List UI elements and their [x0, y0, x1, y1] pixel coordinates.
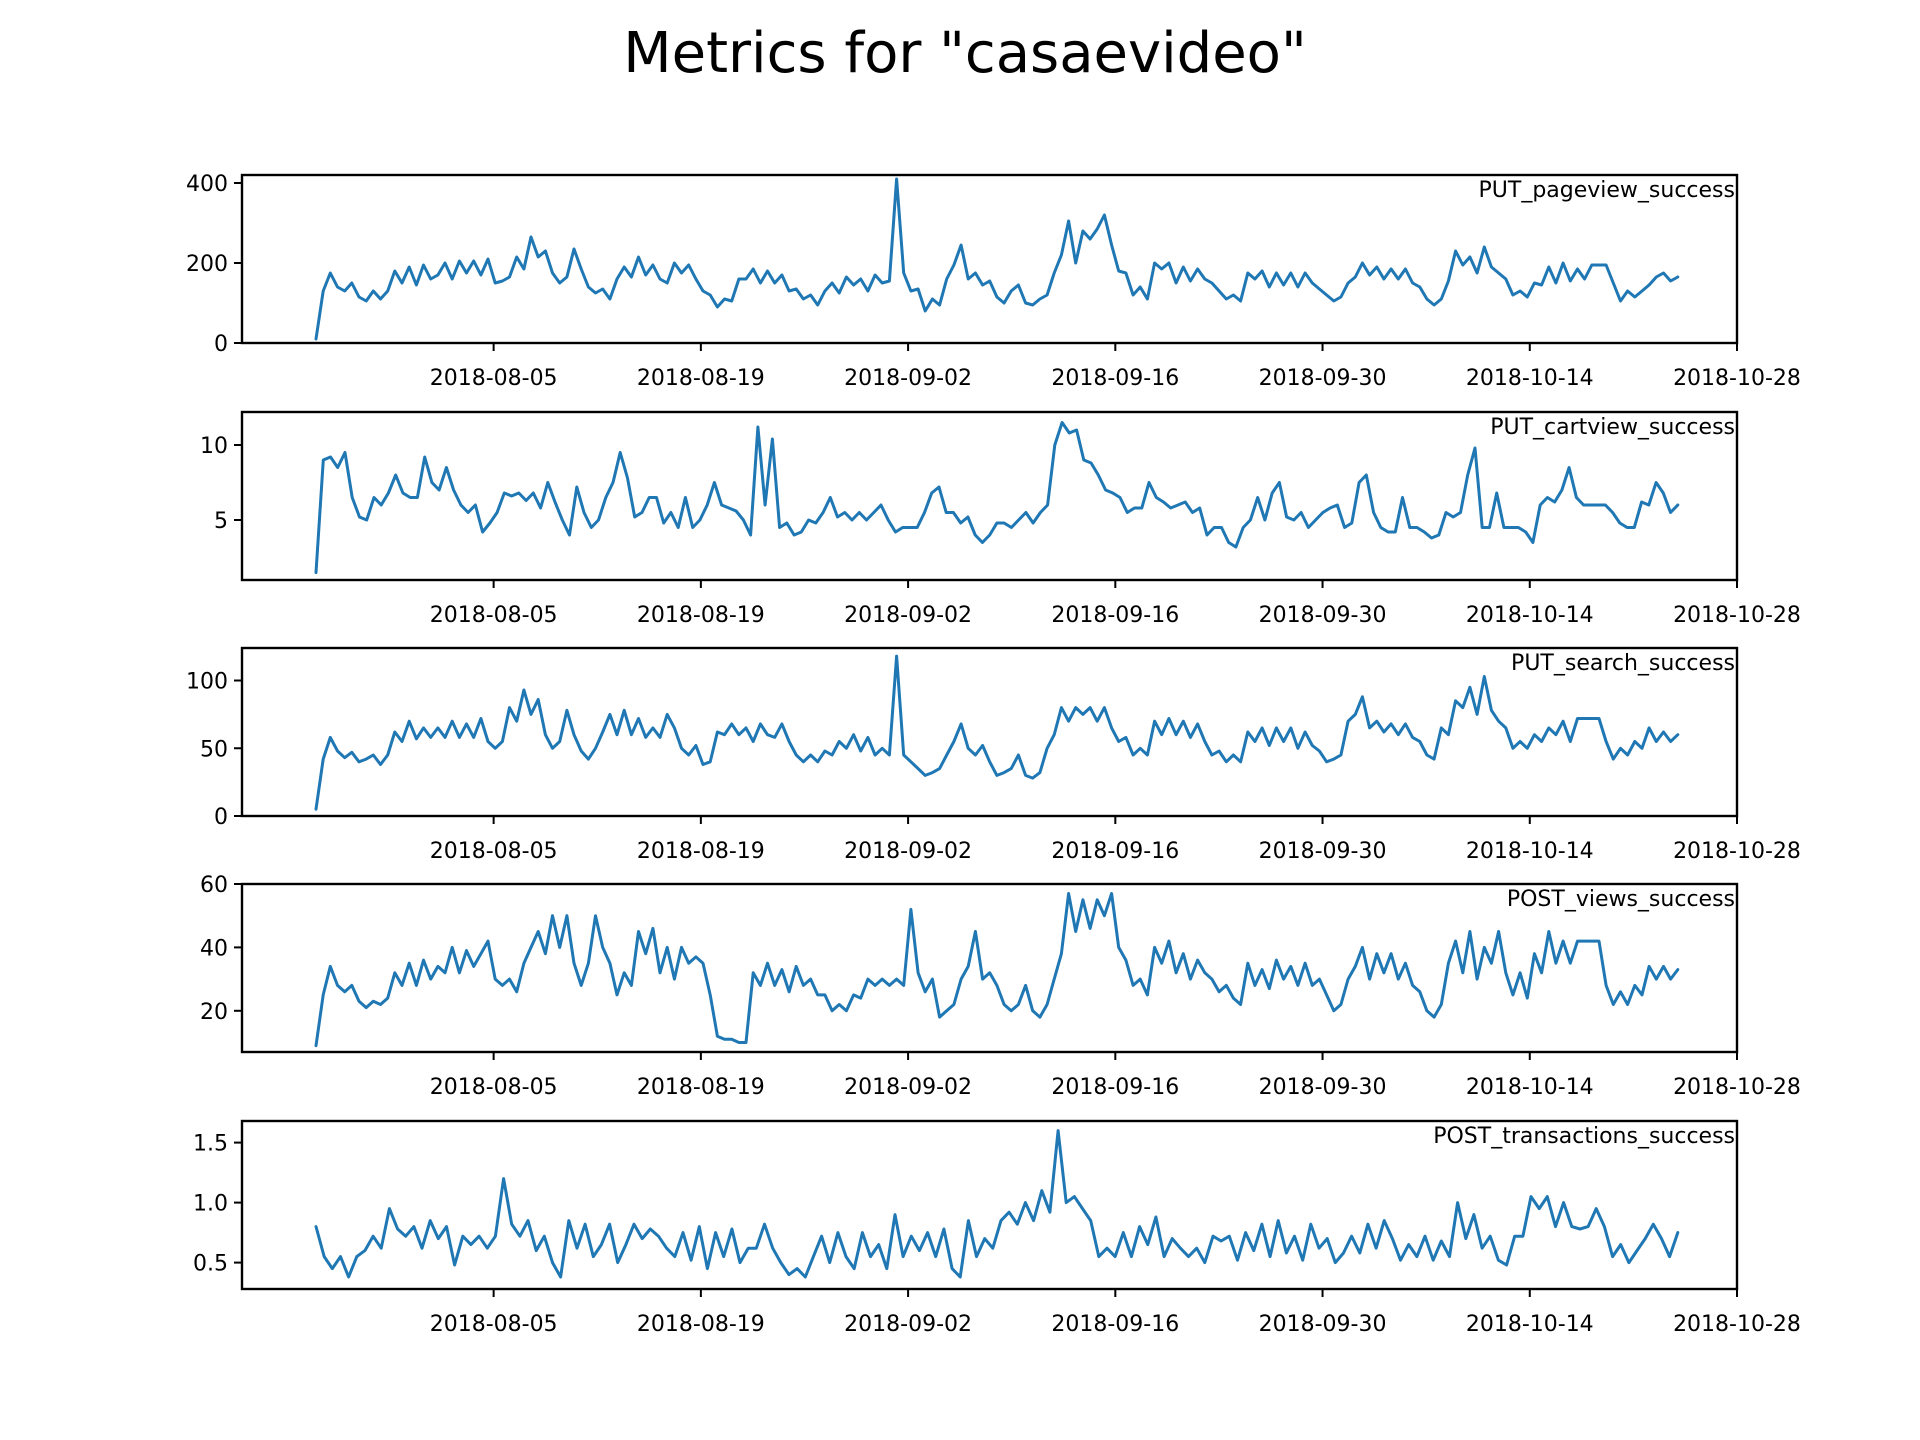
y-tick-label: 50	[200, 737, 228, 762]
x-tick-label: 2018-10-28	[1673, 1075, 1801, 1100]
series-line	[314, 421, 1680, 574]
y-tick-label: 0.5	[193, 1252, 228, 1277]
axes-frame	[240, 646, 1739, 818]
y-tick-label: 20	[200, 1000, 228, 1025]
y-tick-label: 1.0	[193, 1192, 228, 1217]
series-label: PUT_search_success	[1511, 651, 1735, 676]
x-tick-label: 2018-10-28	[1673, 603, 1801, 628]
x-tick-label: 2018-10-14	[1466, 366, 1594, 391]
x-tick-label: 2018-09-16	[1051, 1312, 1179, 1337]
y-tick-label: 10	[200, 434, 228, 459]
y-tick-label: 400	[186, 172, 228, 197]
x-tick-label: 2018-09-02	[844, 839, 972, 864]
x-tick-label: 2018-09-16	[1051, 1075, 1179, 1100]
y-tick-label: 1.5	[193, 1132, 228, 1157]
x-tick-label: 2018-09-30	[1259, 1075, 1387, 1100]
x-tick-label: 2018-09-16	[1051, 366, 1179, 391]
series-line	[314, 1129, 1680, 1279]
y-tick-label: 0	[214, 332, 228, 357]
x-tick-label: 2018-08-19	[637, 1075, 765, 1100]
chart-panel: PUT_pageview_success 0 200 400 2018-08-05 201…	[186, 172, 1801, 391]
chart-panel: PUT_cartview_success 5 10 2018-08-05 2018-08…	[200, 410, 1801, 628]
x-tick-label: 2018-09-30	[1259, 839, 1387, 864]
series-line	[314, 654, 1680, 811]
y-tick-label: 60	[200, 873, 228, 898]
y-tick-label: 5	[214, 509, 228, 534]
x-tick-label: 2018-09-02	[844, 1075, 972, 1100]
x-tick-label: 2018-09-16	[1051, 839, 1179, 864]
x-tick-label: 2018-08-05	[430, 1312, 558, 1337]
x-tick-label: 2018-08-05	[430, 603, 558, 628]
x-tick-label: 2018-08-19	[637, 839, 765, 864]
axes-frame	[240, 1119, 1739, 1291]
axes-frame	[240, 882, 1739, 1054]
x-tick-label: 2018-08-05	[430, 366, 558, 391]
x-tick-label: 2018-10-14	[1466, 839, 1594, 864]
series-label: PUT_pageview_success	[1479, 178, 1735, 203]
axes-frame	[240, 410, 1739, 582]
x-tick-label: 2018-09-30	[1259, 603, 1387, 628]
chart-panel: POST_views_success 20 40 60 2018-08-05 2018-0…	[200, 873, 1801, 1100]
x-tick-label: 2018-08-19	[637, 366, 765, 391]
x-tick-label: 2018-09-30	[1259, 1312, 1387, 1337]
x-tick-label: 2018-10-28	[1673, 1312, 1801, 1337]
series-label: PUT_cartview_success	[1490, 415, 1735, 440]
chart-panel: PUT_search_success 0 50 100 2018-08-05 2018-0…	[186, 646, 1801, 864]
x-tick-label: 2018-09-02	[844, 603, 972, 628]
x-tick-label: 2018-10-14	[1466, 1312, 1594, 1337]
x-tick-label: 2018-10-28	[1673, 366, 1801, 391]
y-tick-label: 40	[200, 936, 228, 961]
series-label: POST_transactions_success	[1433, 1124, 1735, 1149]
y-tick-label: 0	[214, 805, 228, 830]
x-tick-label: 2018-08-05	[430, 1075, 558, 1100]
x-tick-label: 2018-09-02	[844, 1312, 972, 1337]
axes-frame	[240, 173, 1739, 345]
x-tick-label: 2018-09-02	[844, 366, 972, 391]
x-tick-label: 2018-08-19	[637, 1312, 765, 1337]
x-tick-label: 2018-09-16	[1051, 603, 1179, 628]
series-line	[314, 177, 1680, 341]
figure-title: Metrics for "casaevideo"	[623, 21, 1306, 86]
chart-panel: POST_transactions_success 0.5 1.0 1.5 2018-0…	[193, 1119, 1801, 1337]
x-tick-label: 2018-10-14	[1466, 1075, 1594, 1100]
x-tick-label: 2018-10-14	[1466, 603, 1594, 628]
y-tick-label: 200	[186, 252, 228, 277]
x-tick-label: 2018-08-05	[430, 839, 558, 864]
x-tick-label: 2018-10-28	[1673, 839, 1801, 864]
x-tick-label: 2018-09-30	[1259, 366, 1387, 391]
series-line	[314, 892, 1680, 1048]
x-tick-label: 2018-08-19	[637, 603, 765, 628]
y-tick-label: 100	[186, 670, 228, 695]
series-label: POST_views_success	[1507, 887, 1735, 912]
